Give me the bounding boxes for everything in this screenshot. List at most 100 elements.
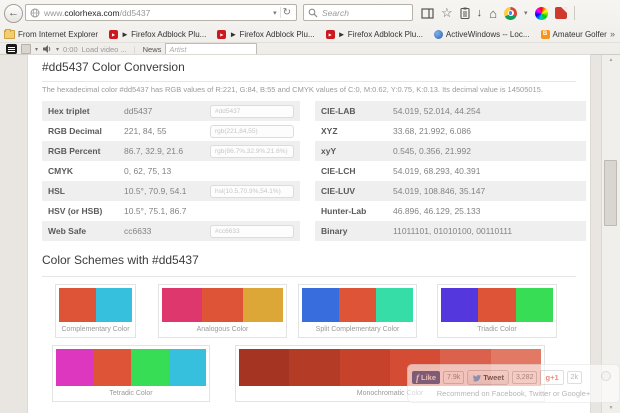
scroll-down-icon[interactable]: ▼ [608, 405, 614, 411]
conversion-row: CIE-LAB 54.019, 52.014, 44.254 [315, 101, 586, 121]
conversion-input[interactable] [210, 184, 294, 198]
conversion-input[interactable] [210, 124, 294, 138]
color-swatch[interactable] [242, 288, 283, 322]
color-swatch[interactable] [478, 288, 516, 322]
share-settings-icon[interactable] [601, 371, 611, 381]
conversion-input[interactable] [210, 224, 294, 238]
red-addon-icon[interactable] [554, 7, 567, 19]
conversion-label: Binary [321, 226, 348, 236]
bookmark-item[interactable]: ▶ ► Firefox Adblock Plu... [217, 29, 315, 39]
folder-icon [4, 28, 15, 39]
downloader-menu-icon[interactable] [21, 44, 31, 54]
scrollbar-thumb[interactable] [604, 160, 617, 226]
color-swatch[interactable] [202, 288, 243, 322]
artist-input[interactable] [165, 43, 258, 55]
conversion-row: CIE-LUV 54.019, 108.846, 35.147 [315, 181, 586, 201]
color-swatch[interactable] [302, 288, 339, 322]
conversion-row: RGB Percent 86.7, 32.9, 21.6 [42, 141, 300, 161]
url-prefix: www. [44, 7, 65, 18]
menu-icon[interactable] [582, 7, 597, 19]
twitter-bird-icon [472, 374, 482, 381]
conversion-label: Hex triplet [48, 106, 90, 116]
browser-chrome: ← www. colorhexa.com /dd5437 ▾ ↻ [0, 0, 620, 55]
bookmarks-toolbar: From Internet Explorer ▶ ► Firefox Adblock… [0, 26, 620, 42]
color-swatch[interactable] [59, 288, 96, 322]
bookmark-label: Amateur Golfer [552, 29, 607, 39]
conversion-row: XYZ 33.68, 21.992, 6.086 [315, 121, 586, 141]
url-dropdown-icon[interactable]: ▾ [273, 9, 277, 17]
search-bar[interactable] [303, 4, 413, 21]
color-swatch[interactable] [289, 349, 340, 386]
bookmark-item[interactable]: ▶ ► Firefox Adblock Plu... [325, 29, 423, 39]
speaker-icon[interactable] [42, 44, 52, 54]
conversion-label: Hunter-Lab [321, 206, 367, 216]
color-swatch[interactable] [56, 349, 94, 386]
bookmark-label: ► Firefox Adblock Plu... [337, 29, 423, 39]
color-swatch[interactable] [339, 288, 376, 322]
conversion-value: 54.019, 108.846, 35.147 [393, 186, 486, 196]
conversion-input[interactable] [210, 144, 294, 158]
tweet-button[interactable]: Tweet [467, 370, 509, 385]
scrollbar[interactable]: ▲ ▼ [601, 55, 620, 413]
scheme-swatches [56, 349, 206, 386]
search-input[interactable] [320, 6, 412, 19]
youtube-icon: ▶ [109, 29, 119, 39]
color-swatch[interactable] [376, 288, 413, 322]
color-swatch[interactable] [162, 288, 203, 322]
reading-list-icon[interactable] [460, 7, 470, 19]
scheme-card: Analogous Color [158, 284, 287, 338]
speaker-dropdown-icon[interactable]: ▾ [56, 46, 60, 53]
color-swatch[interactable] [339, 349, 390, 386]
conversion-value: 86.7, 32.9, 21.6 [124, 146, 184, 156]
bookmarks-overflow-button[interactable]: » [609, 29, 615, 39]
scroll-up-icon[interactable]: ▲ [608, 57, 614, 63]
conversion-label: CIE-LCH [321, 166, 356, 176]
color-swatch[interactable] [515, 288, 553, 322]
scheme-swatches [302, 288, 413, 322]
social-buttons: f Like 7.9k Tweet 3,282 g+1 2k [412, 370, 583, 385]
bookmark-item[interactable]: ▶ ► Firefox Adblock Plu... [109, 29, 206, 39]
fvd-downloader-icon[interactable] [6, 44, 17, 54]
conversion-label: CMYK [48, 166, 74, 176]
color-swatch[interactable] [168, 349, 206, 386]
chrome-icon[interactable] [504, 6, 518, 20]
scheme-label: Tetradic Color [109, 390, 153, 397]
scheme-swatches [59, 288, 132, 322]
color-swatch[interactable] [95, 288, 132, 322]
conversion-input[interactable] [210, 104, 294, 118]
reload-icon[interactable]: ↻ [279, 7, 296, 18]
color-swatch[interactable] [93, 349, 131, 386]
conversion-value: 54.019, 52.014, 44.254 [393, 106, 481, 116]
search-icon [308, 8, 318, 17]
recommend-text: Recommend on Facebook, Twitter or Google… [436, 389, 591, 398]
bookmark-item[interactable]: B Amateur Golfer [540, 29, 607, 39]
home-icon[interactable]: ⌂ [489, 5, 498, 21]
facebook-like-button[interactable]: f Like [412, 371, 441, 384]
downloads-icon[interactable]: ↓ [476, 7, 483, 19]
conversion-row: CIE-LCH 54.019, 68.293, 40.391 [315, 161, 586, 181]
url-domain: colorhexa.com [64, 7, 120, 18]
load-video-button[interactable]: Load video ... [81, 44, 127, 54]
downloader-dropdown-icon[interactable]: ▾ [35, 46, 39, 53]
bookmark-item[interactable]: From Internet Explorer [4, 28, 98, 39]
news-button[interactable]: News [142, 44, 162, 54]
gplus-button[interactable]: g+1 [540, 370, 564, 385]
tweet-count: 3,282 [511, 371, 538, 384]
bookmark-item[interactable]: ActiveWindows -- Loc... [433, 29, 530, 39]
tab-groups-icon[interactable] [421, 7, 434, 19]
back-button[interactable]: ← [4, 4, 23, 23]
chrome-dropdown-icon[interactable]: ▾ [524, 10, 528, 17]
color-wheel-icon[interactable] [534, 6, 548, 20]
color-swatch[interactable] [239, 349, 290, 386]
color-swatch[interactable] [441, 288, 479, 322]
conversion-label: RGB Decimal [48, 126, 102, 136]
url-bar[interactable]: www. colorhexa.com /dd5437 ▾ ↻ [25, 4, 297, 21]
site-globe-icon [30, 8, 40, 18]
scheme-swatches [162, 288, 283, 322]
bookmark-star-icon[interactable]: ☆ [441, 5, 453, 20]
color-swatch[interactable] [131, 349, 169, 386]
conversion-value: 46.896, 46.129, 25.133 [393, 206, 481, 216]
like-count: 7.9k [443, 371, 465, 384]
